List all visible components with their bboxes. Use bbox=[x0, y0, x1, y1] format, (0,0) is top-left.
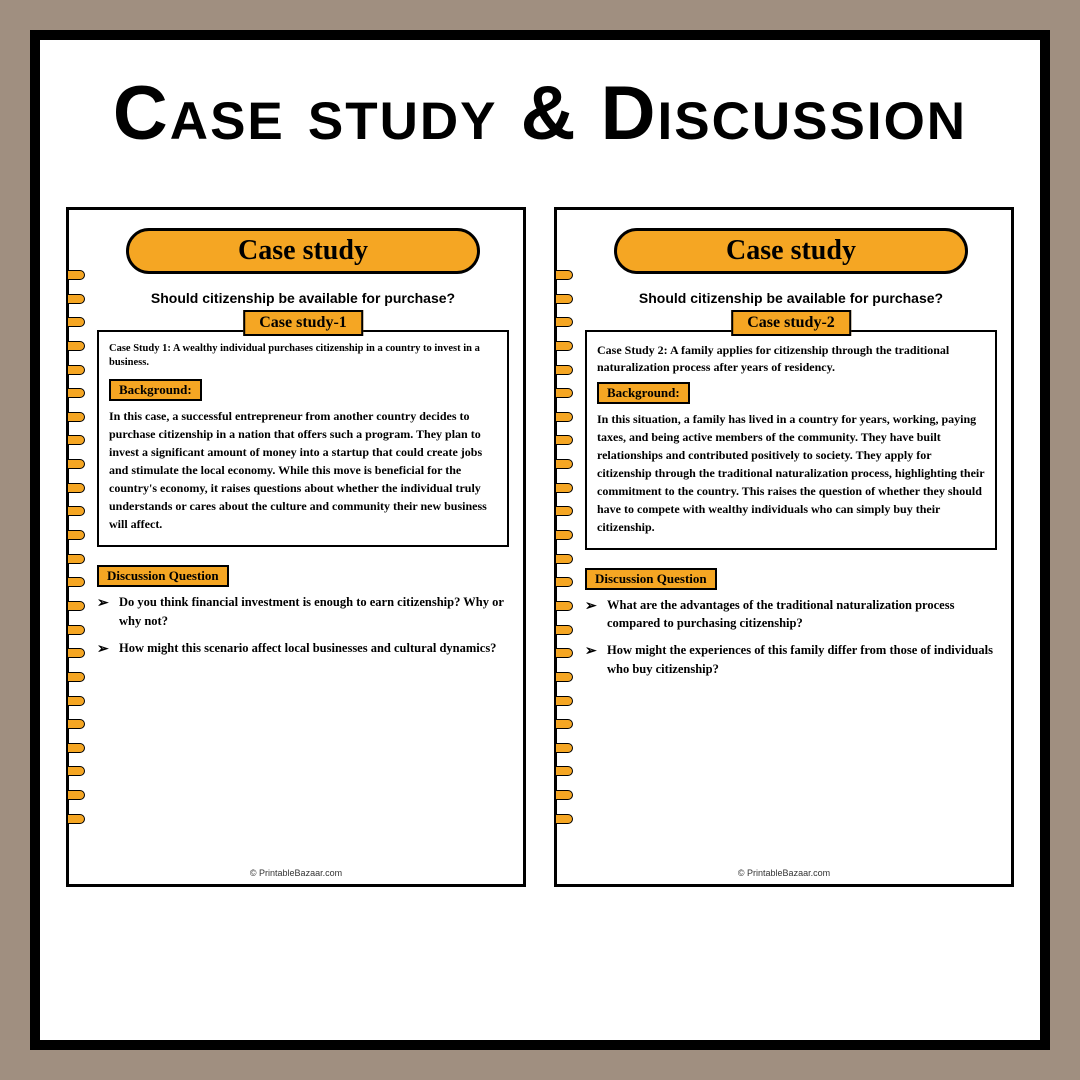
case-tab: Case study-2 bbox=[731, 310, 851, 336]
question-1: What are the advantages of the tradition… bbox=[585, 596, 997, 634]
question-2: How might this scenario affect local bus… bbox=[97, 639, 509, 658]
discussion-section: Discussion Question What are the advanta… bbox=[585, 566, 997, 679]
background-label: Background: bbox=[597, 382, 690, 404]
case-intro: Case Study 2: A family applies for citiz… bbox=[597, 342, 985, 376]
outer-panel: Case study & Discussion Case study Shoul… bbox=[30, 30, 1050, 1050]
question-2: How might the experiences of this family… bbox=[585, 641, 997, 679]
spiral-binding bbox=[67, 270, 85, 824]
discussion-label: Discussion Question bbox=[97, 565, 229, 587]
page-title-pill: Case study bbox=[614, 228, 968, 274]
background-body: In this case, a successful entrepreneur … bbox=[109, 407, 497, 533]
background-label: Background: bbox=[109, 379, 202, 401]
main-title: Case study & Discussion bbox=[40, 40, 1040, 167]
discussion-label: Discussion Question bbox=[585, 568, 717, 590]
spiral-binding bbox=[555, 270, 573, 824]
page-footer: © PrintableBazaar.com bbox=[557, 868, 1011, 878]
question-1: Do you think financial investment is eno… bbox=[97, 593, 509, 631]
worksheet-page-1: Case study Should citizenship be availab… bbox=[66, 207, 526, 887]
case-tab: Case study-1 bbox=[243, 310, 363, 336]
case-intro: Case Study 1: A wealthy individual purch… bbox=[109, 342, 497, 369]
worksheet-page-2: Case study Should citizenship be availab… bbox=[554, 207, 1014, 887]
page-footer: © PrintableBazaar.com bbox=[69, 868, 523, 878]
background-body: In this situation, a family has lived in… bbox=[597, 410, 985, 536]
page-subtitle: Should citizenship be available for purc… bbox=[585, 290, 997, 306]
case-box: Case study-1 Case Study 1: A wealthy ind… bbox=[97, 330, 509, 547]
page-subtitle: Should citizenship be available for purc… bbox=[97, 290, 509, 306]
page-title-pill: Case study bbox=[126, 228, 480, 274]
pages-row: Case study Should citizenship be availab… bbox=[40, 167, 1040, 917]
case-box: Case study-2 Case Study 2: A family appl… bbox=[585, 330, 997, 550]
discussion-section: Discussion Question Do you think financi… bbox=[97, 563, 509, 657]
